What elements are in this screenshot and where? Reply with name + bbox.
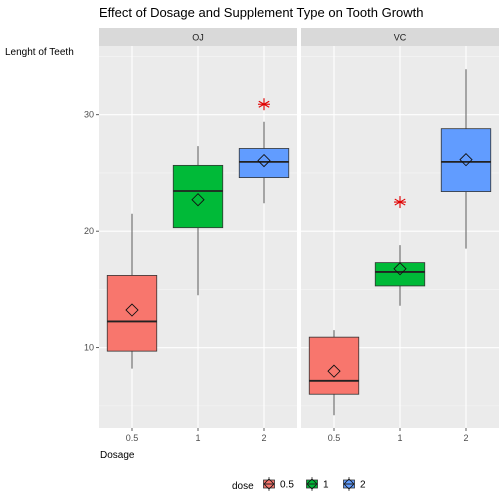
chart-title: Effect of Dosage and Supplement Type on … [99, 5, 424, 20]
x-tick-label: 0.5 [328, 433, 341, 443]
x-axis-label: Dosage [100, 450, 135, 461]
mean-marker [191, 193, 205, 207]
y-axis-label: Lenght of Teeth [5, 47, 74, 58]
panels: OJ 0.5 1 2 VC 0.5 1 2 [99, 28, 499, 443]
legend-key-mean [306, 478, 318, 490]
legend-item-dose-1: 1 [306, 477, 329, 491]
legend: dose 0.5 1 2 [232, 477, 366, 492]
mean-marker [327, 364, 341, 378]
legend-key-mean [343, 478, 355, 490]
box-oj-dose-0.5 [106, 213, 158, 369]
panel-vc: VC 0.5 1 2 [301, 28, 499, 443]
panel-oj: OJ 0.5 1 2 [99, 28, 297, 443]
x-tick-label: 2 [463, 433, 468, 443]
mean-marker [459, 153, 473, 167]
legend-label: 1 [323, 480, 329, 491]
box-oj-dose-1 [172, 146, 224, 296]
mean-marker [393, 262, 407, 276]
legend-label: 0.5 [280, 480, 294, 491]
outlier-point [394, 196, 406, 209]
y-tick-label: 10 [84, 343, 94, 353]
box-vc-dose-0.5 [308, 330, 360, 416]
legend-title: dose [232, 481, 254, 492]
y-axis-ticks: 10 20 30 [84, 110, 99, 353]
strip-background [99, 28, 297, 46]
strip-label: VC [394, 33, 407, 43]
y-tick-label: 30 [84, 110, 94, 120]
box-iqr [238, 148, 290, 179]
outlier-point [258, 98, 270, 111]
mean-marker [257, 153, 271, 168]
box-iqr [440, 128, 492, 192]
mean-marker [125, 303, 139, 317]
x-tick-label: 2 [261, 433, 266, 443]
x-tick-label: 1 [195, 433, 200, 443]
y-tick-label: 20 [84, 226, 94, 236]
box-iqr [172, 164, 224, 229]
box-vc-dose-1 [374, 245, 426, 306]
x-tick-label: 0.5 [126, 433, 139, 443]
strip-label: OJ [192, 33, 204, 43]
legend-item-dose-2: 2 [343, 477, 366, 491]
legend-item-dose-0.5: 0.5 [263, 477, 294, 491]
strip-background [301, 28, 499, 46]
box-iqr [106, 275, 158, 352]
legend-key-mean [263, 478, 275, 490]
box-vc-dose-2 [440, 69, 492, 249]
box-oj-dose-2 [238, 121, 290, 204]
legend-label: 2 [360, 480, 366, 491]
x-tick-label: 1 [397, 433, 402, 443]
